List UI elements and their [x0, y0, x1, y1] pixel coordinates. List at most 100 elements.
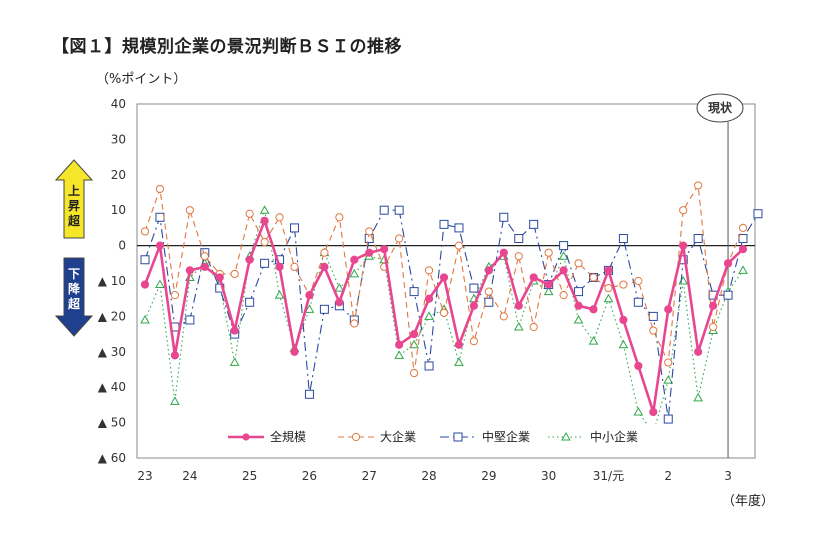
data-point-large [275, 213, 284, 222]
legend-swatch-marker [453, 432, 463, 442]
data-point-mid [753, 209, 763, 219]
data-point-mid [245, 297, 255, 307]
data-point-large [365, 227, 374, 236]
data-point-mid [484, 297, 494, 307]
x-tick-label: 29 [481, 469, 496, 483]
data-point-all [290, 347, 299, 356]
data-point-all [155, 241, 165, 250]
data-point-mid [319, 304, 329, 314]
data-point-large [619, 280, 628, 289]
data-point-small [678, 275, 689, 285]
data-point-all [424, 294, 434, 303]
data-point-mid [140, 255, 150, 265]
y-tick-label: 40 [111, 97, 126, 111]
data-point-all [140, 280, 150, 289]
data-point-large [469, 337, 478, 346]
x-tick-labels: 23 24 25 26 27 28 29 30 31/元 2 3 [137, 469, 732, 483]
legend-swatch-marker [351, 432, 361, 442]
data-point-small [618, 339, 629, 349]
x-tick-label: 27 [362, 469, 377, 483]
x-tick-label: 2 [664, 469, 672, 483]
series-large [140, 181, 748, 378]
data-point-large [634, 276, 643, 286]
data-point-all [604, 266, 613, 275]
data-point-all [230, 326, 239, 335]
data-point-mid [469, 283, 479, 293]
data-point-large [424, 266, 434, 275]
legend-label: 全規模 [270, 429, 306, 444]
data-point-small [633, 406, 644, 416]
x-tick-label: 26 [302, 469, 317, 483]
data-point-mid [559, 241, 569, 251]
data-point-all [649, 407, 658, 417]
data-point-small [603, 293, 614, 303]
data-point-large [664, 358, 673, 367]
data-point-large [694, 181, 703, 190]
data-point-large [738, 223, 748, 232]
legend-item-small: 中小企業 [548, 429, 638, 444]
data-point-small [334, 283, 345, 292]
plot-frame [136, 103, 756, 459]
data-point-all [365, 248, 374, 257]
data-point-all [544, 280, 553, 289]
data-point-all [529, 273, 538, 282]
data-point-mid [290, 223, 299, 233]
legend-label: 中小企業 [590, 429, 638, 444]
up-label: 上昇超 [67, 183, 81, 228]
data-point-mid [574, 287, 584, 297]
data-point-large [320, 248, 329, 257]
data-point-all [335, 298, 344, 307]
data-point-mid [155, 212, 165, 222]
x-tick-label: 28 [421, 469, 436, 483]
data-point-all [484, 266, 493, 275]
y-tick-label: 30 [111, 132, 126, 146]
x-axis-unit-label: （年度） [722, 494, 775, 509]
data-point-small [229, 357, 240, 366]
data-point-all [574, 301, 583, 310]
data-point-large [514, 252, 523, 261]
data-point-mid [693, 234, 703, 244]
data-point-mid [304, 389, 314, 399]
y-axis-unit-label: （%ポイント） [96, 72, 187, 87]
data-point-all [320, 262, 329, 271]
data-point-mid [439, 219, 449, 229]
current-period-label: 現状 [708, 100, 733, 115]
data-point-large [604, 283, 613, 293]
data-point-all [619, 315, 628, 325]
legend-item-large: 大企業 [338, 429, 416, 444]
data-point-large [350, 319, 359, 328]
x-tick-label: 3 [724, 469, 732, 483]
data-point-all [514, 301, 523, 310]
data-point-large [439, 308, 449, 317]
data-point-small [573, 314, 584, 324]
legend-swatch-marker [242, 433, 250, 441]
data-point-large [709, 322, 718, 332]
data-point-mid [394, 205, 404, 215]
data-point-large [484, 287, 493, 296]
data-point-small [259, 205, 270, 214]
legend-label: 大企業 [380, 429, 416, 444]
data-point-mid [260, 258, 270, 268]
data-point-small [558, 251, 569, 260]
data-point-mid [409, 287, 419, 297]
data-point-small [693, 392, 704, 402]
y-tick-label: ▲ 30 [98, 345, 126, 359]
data-point-all [738, 245, 748, 254]
data-point-small [663, 375, 674, 384]
data-point-all [305, 291, 314, 300]
data-point-small [170, 396, 180, 405]
data-point-small [454, 357, 464, 366]
data-point-small [513, 322, 524, 331]
data-point-large [170, 291, 179, 300]
data-point-large [499, 312, 508, 321]
data-point-small [543, 286, 554, 296]
data-point-large [335, 213, 344, 222]
data-point-small [409, 339, 419, 349]
data-point-all [589, 305, 598, 314]
down-arrow: 下降超 [54, 257, 94, 337]
data-point-all [709, 301, 718, 310]
data-point-small [738, 265, 748, 274]
data-point-all [410, 330, 419, 339]
data-point-large [679, 206, 688, 215]
